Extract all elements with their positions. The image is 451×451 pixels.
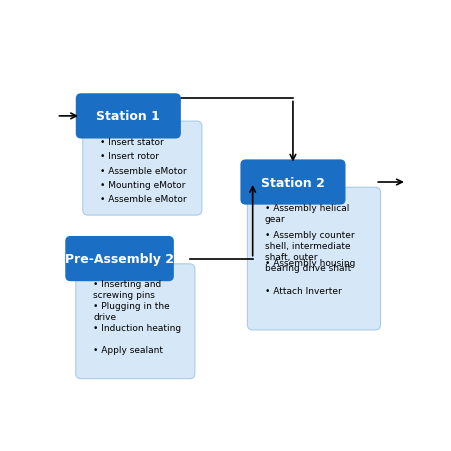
Text: • Inserting and
screwing pins: • Inserting and screwing pins [93, 280, 161, 299]
Text: • Insert rotor: • Insert rotor [100, 152, 159, 161]
Text: • Mounting eMotor: • Mounting eMotor [100, 180, 185, 189]
Text: • Induction heating: • Induction heating [93, 323, 181, 332]
Text: • Assemble eMotor: • Assemble eMotor [100, 195, 187, 204]
Text: • Assembly counter
shell, intermediate
shaft, outer
bearing drive shaft: • Assembly counter shell, intermediate s… [264, 231, 354, 272]
Text: • Attach Inverter: • Attach Inverter [264, 286, 341, 295]
FancyBboxPatch shape [76, 264, 194, 379]
Text: Station 1: Station 1 [96, 110, 160, 123]
Text: • Apply sealant: • Apply sealant [93, 345, 163, 354]
Text: Pre-Assembly 2: Pre-Assembly 2 [65, 253, 174, 266]
Text: • Assemble eMotor: • Assemble eMotor [100, 166, 187, 175]
Text: • Insert stator: • Insert stator [100, 138, 164, 147]
FancyBboxPatch shape [76, 94, 180, 139]
Text: • Assembly helical
gear: • Assembly helical gear [264, 203, 349, 223]
Text: • Plugging in the
drive: • Plugging in the drive [93, 302, 170, 321]
FancyBboxPatch shape [83, 122, 202, 216]
FancyBboxPatch shape [240, 160, 345, 205]
FancyBboxPatch shape [65, 236, 174, 281]
Text: Station 2: Station 2 [260, 176, 324, 189]
FancyBboxPatch shape [247, 188, 380, 330]
Text: • Assembly housing: • Assembly housing [264, 258, 354, 267]
